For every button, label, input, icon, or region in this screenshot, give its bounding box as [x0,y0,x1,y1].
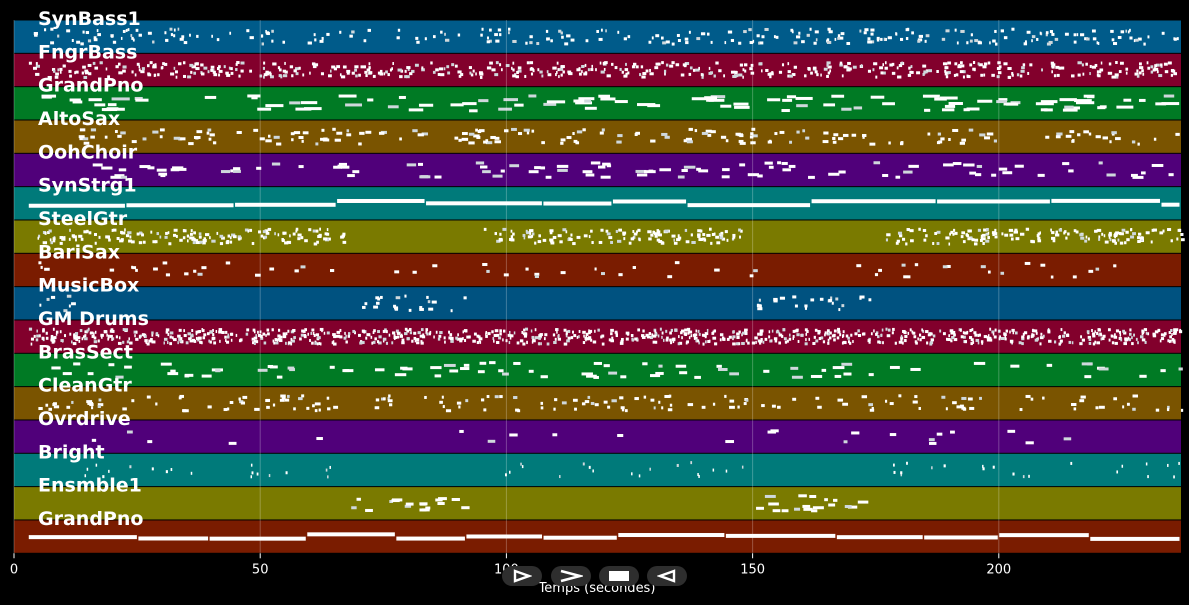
track-lane-background [14,120,1181,153]
track-label: AltoSax [38,108,120,130]
rewind-button[interactable] [647,566,687,586]
track-lane-background [14,420,1181,453]
track-lane[interactable] [14,320,1183,353]
track-notes [28,198,1180,208]
track-label: MusicBox [38,275,139,297]
track-notes [37,227,1185,246]
track-label: CleanGtr [38,375,132,397]
track-label: SynStrg1 [38,175,137,197]
track-label: Bright [38,441,105,463]
track-lane-background [14,20,1181,53]
track-label: OohChoir [38,141,138,163]
track-notes [78,127,1180,146]
track-lane[interactable] [14,287,1181,320]
track-label: Ensmble1 [38,475,142,497]
track-notes [28,532,1180,541]
track-lane[interactable] [14,87,1181,120]
track-lane[interactable] [14,253,1181,287]
track-lane-background [14,453,1181,487]
track-notes [84,461,1180,479]
track-notes [39,294,872,313]
track-lane-background [14,253,1181,287]
track-lane-background [14,220,1181,253]
tick-label: 0 [10,562,18,577]
track-label: GrandPno [38,508,143,530]
tick-label: 150 [740,562,765,577]
track-lane[interactable] [14,153,1181,187]
track-lane[interactable] [14,453,1181,487]
time-gridlines [13,20,1000,554]
track-lane[interactable] [14,53,1181,87]
track-lane[interactable] [14,220,1185,253]
track-notes [92,161,1174,179]
track-lanes [14,20,1185,553]
track-notes [51,361,1183,379]
track-label: GM Drums [38,308,149,330]
stop-icon [609,571,629,581]
track-lane-background [14,487,1181,520]
tick-label: 50 [252,562,269,577]
track-notes [351,494,869,513]
track-lane[interactable] [14,387,1184,420]
track-lane[interactable] [14,487,1181,520]
track-notes [38,261,1117,279]
track-notes [91,429,1072,445]
track-lane-background [14,353,1181,387]
track-notes [33,27,1179,46]
track-notes [28,60,1178,79]
track-notes [28,327,1183,346]
track-lane-background [14,153,1181,187]
stop-button[interactable] [599,566,639,586]
track-label: FngrBass [38,41,137,63]
track-label: GrandPno [38,75,143,97]
track-label: BrasSect [38,341,133,363]
rewind-icon [657,569,676,583]
track-lane[interactable] [14,20,1181,53]
track-labels: SynBass1 FngrBass GrandPno AltoSax OohChoir S… [38,8,149,530]
tick-label: 200 [986,562,1011,577]
track-notes [41,94,1180,113]
track-label: Ovrdrive [38,408,131,430]
track-notes [38,394,1184,413]
track-lane-background [14,53,1181,87]
track-lane[interactable] [14,120,1181,153]
fast-forward-button[interactable] [551,566,591,586]
track-lane-background [14,87,1181,120]
track-lane[interactable] [14,420,1181,453]
track-lane-background [14,287,1181,320]
track-lane[interactable] [14,520,1181,553]
play-button[interactable] [502,566,542,586]
fast-forward-icon [560,569,583,583]
track-lane[interactable] [14,353,1183,387]
track-lane[interactable] [14,187,1181,220]
track-label: SynBass1 [38,8,141,30]
play-outline-icon [513,569,532,583]
track-label: BariSax [38,241,120,263]
track-label: SteelGtr [38,208,128,230]
